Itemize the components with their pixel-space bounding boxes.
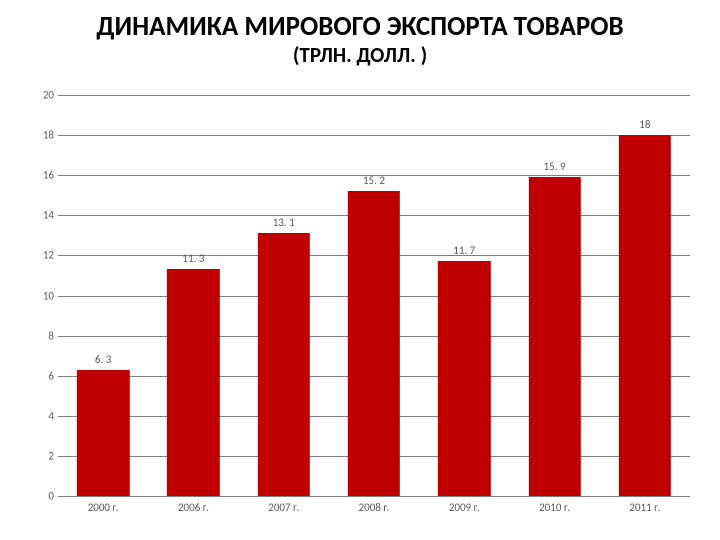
- y-tick-label: 10: [30, 289, 54, 302]
- bar-value-label: 11. 3: [182, 252, 204, 267]
- bar-slot: 11. 7: [419, 95, 509, 496]
- y-tick-label: 2: [30, 449, 54, 462]
- y-tick-label: 0: [30, 490, 54, 503]
- bar-slot: 13. 1: [239, 95, 329, 496]
- x-tick-label: 2011 г.: [600, 496, 690, 520]
- bar: [258, 233, 310, 496]
- y-tick-label: 4: [30, 409, 54, 422]
- y-tick-label: 16: [30, 169, 54, 182]
- bar: [167, 269, 219, 496]
- bar-chart: 02468101214161820 6. 311. 313. 115. 211.…: [30, 95, 690, 520]
- y-tick-label: 18: [30, 129, 54, 142]
- bar: [619, 135, 671, 496]
- bar-slot: 15. 9: [509, 95, 599, 496]
- bars-container: 6. 3 11. 3 13. 1 15. 2 11. 7 15. 9 18: [58, 95, 690, 496]
- bar: [77, 370, 129, 496]
- chart-subtitle: (ТРЛН. ДОЛЛ. ): [0, 44, 720, 67]
- bar-value-label: 15. 2: [363, 174, 385, 189]
- bar-value-label: 13. 1: [273, 216, 295, 231]
- bar-slot: 6. 3: [58, 95, 148, 496]
- slide: ДИНАМИКА МИРОВОГО ЭКСПОРТА ТОВАРОВ (ТРЛН…: [0, 0, 720, 540]
- x-tick-label: 2009 г.: [419, 496, 509, 520]
- y-tick-label: 8: [30, 329, 54, 342]
- x-tick-label: 2008 г.: [329, 496, 419, 520]
- y-tick-label: 20: [30, 89, 54, 102]
- bar: [438, 261, 490, 496]
- x-tick-label: 2006 г.: [148, 496, 238, 520]
- bar-value-label: 11. 7: [453, 244, 475, 259]
- x-tick-label: 2010 г.: [509, 496, 599, 520]
- bar-value-label: 18: [639, 118, 650, 133]
- chart-title: ДИНАМИКА МИРОВОГО ЭКСПОРТА ТОВАРОВ: [0, 0, 720, 42]
- y-tick-label: 12: [30, 249, 54, 262]
- y-tick-label: 6: [30, 369, 54, 382]
- y-tick-label: 14: [30, 209, 54, 222]
- x-tick-label: 2000 г.: [58, 496, 148, 520]
- bar: [348, 191, 400, 496]
- bar-value-label: 15. 9: [544, 160, 566, 175]
- bar-slot: 11. 3: [148, 95, 238, 496]
- bar: [528, 177, 580, 496]
- bar-value-label: 6. 3: [95, 353, 111, 368]
- bar-slot: 15. 2: [329, 95, 419, 496]
- bar-slot: 18: [600, 95, 690, 496]
- x-axis-labels: 2000 г.2006 г.2007 г.2008 г.2009 г.2010 …: [58, 496, 690, 520]
- x-tick-label: 2007 г.: [239, 496, 329, 520]
